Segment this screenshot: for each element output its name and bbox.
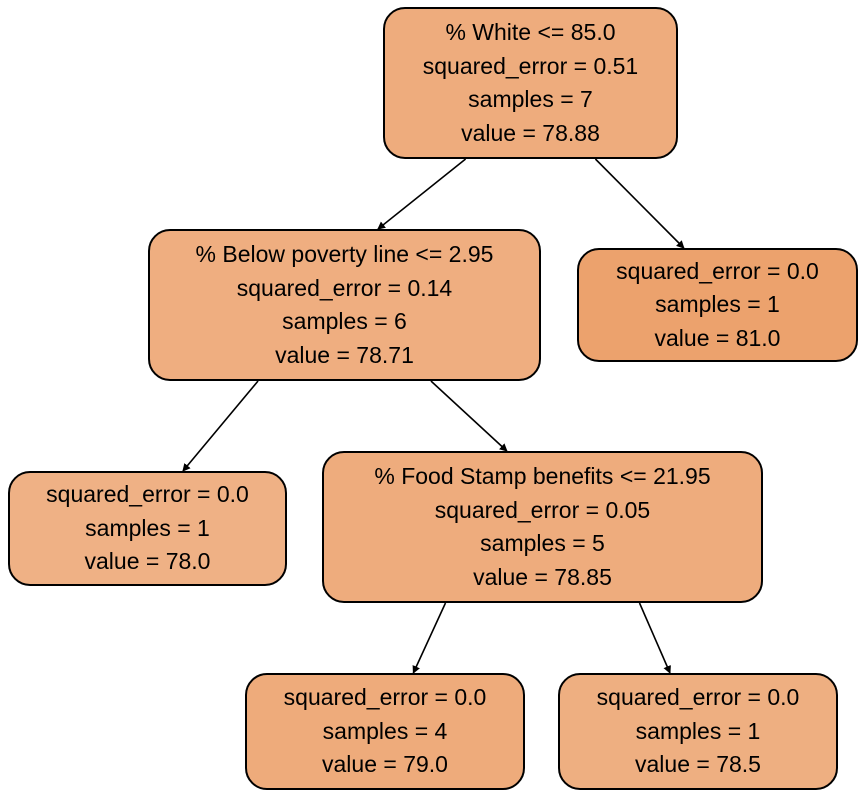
tree-edge-arrow (594, 158, 685, 249)
tree-leaf-food-stamp-right: squared_error = 0.0 samples = 1 value = … (558, 673, 838, 790)
tree-node-root: % White <= 85.0 squared_error = 0.51 sam… (383, 7, 678, 159)
node-squared-error: squared_error = 0.51 (422, 52, 639, 79)
tree-leaf-food-stamp-left: squared_error = 0.0 samples = 4 value = … (245, 673, 525, 790)
node-split-condition: % Below poverty line <= 2.95 (195, 241, 494, 267)
node-samples: samples = 1 (85, 514, 210, 541)
node-samples: samples = 6 (282, 308, 407, 334)
node-samples: samples = 1 (635, 717, 761, 744)
node-split-condition: % White <= 85.0 (445, 19, 616, 45)
node-squared-error: squared_error = 0.05 (434, 496, 651, 523)
tree-leaf-left: squared_error = 0.0 samples = 1 value = … (8, 471, 287, 586)
tree-edge-arrow (412, 602, 447, 674)
node-samples: samples = 7 (468, 86, 593, 112)
node-samples: samples = 1 (655, 291, 780, 318)
node-value: value = 78.88 (461, 119, 600, 146)
node-value: value = 78.71 (275, 341, 414, 368)
tree-edge-arrow (182, 380, 259, 472)
node-squared-error: squared_error = 0.0 (616, 257, 819, 284)
tree-node-below-poverty: % Below poverty line <= 2.95 squared_err… (148, 229, 541, 381)
node-value: value = 78.0 (84, 548, 211, 575)
node-samples: samples = 4 (322, 717, 448, 744)
tree-leaf-right: squared_error = 0.0 samples = 1 value = … (577, 248, 858, 362)
tree-edge-arrow (377, 158, 467, 230)
node-squared-error: squared_error = 0.0 (283, 684, 487, 711)
node-value: value = 78.5 (635, 751, 761, 778)
node-value: value = 78.85 (473, 563, 612, 590)
tree-node-food-stamp: % Food Stamp benefits <= 21.95 squared_e… (322, 451, 763, 603)
node-split-condition: % Food Stamp benefits <= 21.95 (374, 463, 711, 489)
node-squared-error: squared_error = 0.0 (46, 481, 249, 508)
node-samples: samples = 5 (480, 530, 605, 556)
tree-edge-arrow (430, 380, 508, 452)
node-squared-error: squared_error = 0.0 (596, 684, 800, 711)
node-value: value = 79.0 (322, 751, 448, 778)
node-squared-error: squared_error = 0.14 (236, 274, 453, 301)
tree-edge-arrow (638, 602, 671, 674)
node-value: value = 81.0 (654, 324, 781, 351)
